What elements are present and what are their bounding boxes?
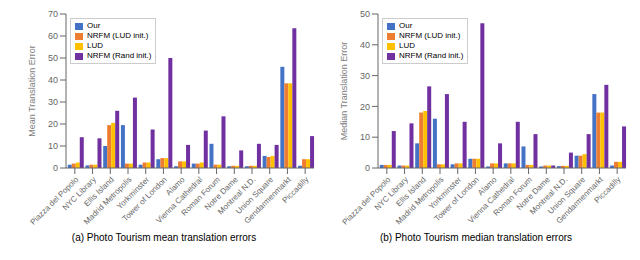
svg-text:Yorkminster: Yorkminster: [115, 175, 152, 212]
svg-text:Yorkminster: Yorkminster: [427, 175, 464, 212]
svg-text:Alamo: Alamo: [164, 175, 187, 198]
html-text:(a) Photo Tourism mean transla: (a) Photo Tourism mean translation error…: [71, 232, 257, 243]
svg-text:Vienna Cathedral: Vienna Cathedral: [466, 175, 517, 226]
svg-text:Alamo: Alamo: [476, 175, 499, 198]
svg-text:Median Translation Error: Median Translation Error: [339, 42, 349, 141]
svg-text:Ellis Island: Ellis Island: [82, 175, 116, 209]
svg-text:Madrid Metropolis: Madrid Metropolis: [82, 175, 134, 227]
html-text:Our: Our: [399, 21, 413, 30]
svg-text:Roman Forum: Roman Forum: [179, 175, 222, 218]
html-text:(b) Photo Tourism median trans: (b) Photo Tourism median translation err…: [379, 232, 573, 243]
svg-text:Piazza del Popolo: Piazza del Popolo: [340, 175, 393, 227]
html-text:NRFM (LUD init.): NRFM (LUD init.): [87, 31, 149, 40]
svg-text:NYC Library: NYC Library: [60, 175, 98, 213]
html-text:Our: Our: [87, 21, 101, 30]
svg-text:50: 50: [360, 9, 370, 19]
svg-text:0: 0: [365, 163, 370, 173]
svg-text:20: 20: [360, 102, 370, 112]
svg-text:0: 0: [53, 163, 58, 173]
html-text:NRFM (Rand init.): NRFM (Rand init.): [399, 51, 464, 60]
svg-text:Montreal N.D.: Montreal N.D.: [216, 175, 258, 217]
svg-text:30: 30: [48, 97, 58, 107]
svg-text:Vienna Cathedral: Vienna Cathedral: [154, 175, 205, 226]
svg-text:Mean Translation Error: Mean Translation Error: [27, 45, 37, 137]
svg-text:Piccadilly: Piccadilly: [281, 175, 311, 205]
html-text:LUD: LUD: [87, 41, 103, 50]
svg-text:Union Square: Union Square: [234, 175, 276, 216]
svg-text:50: 50: [48, 53, 58, 63]
svg-text:10: 10: [48, 141, 58, 151]
svg-text:Piazza del Popolo: Piazza del Popolo: [28, 175, 81, 227]
svg-text:Gendarmenmarkt: Gendarmenmarkt: [242, 175, 293, 226]
svg-text:Montreal N.D.: Montreal N.D.: [528, 175, 570, 217]
svg-text:NYC Library: NYC Library: [372, 175, 410, 213]
svg-text:Ellis Island: Ellis Island: [394, 175, 428, 209]
svg-text:Union Square: Union Square: [546, 175, 588, 216]
svg-text:60: 60: [48, 31, 58, 41]
svg-text:Notre Dame: Notre Dame: [514, 175, 552, 212]
svg-text:Piccadilly: Piccadilly: [593, 175, 623, 205]
svg-text:70: 70: [48, 9, 58, 19]
svg-text:Roman Forum: Roman Forum: [491, 175, 534, 218]
svg-text:Madrid Metropolis: Madrid Metropolis: [394, 175, 446, 227]
svg-text:Gendarmenmarkt: Gendarmenmarkt: [554, 175, 605, 226]
svg-text:40: 40: [48, 75, 58, 85]
svg-text:20: 20: [48, 119, 58, 129]
svg-text:Notre Dame: Notre Dame: [202, 175, 240, 212]
svg-text:10: 10: [360, 132, 370, 142]
html-text:LUD: LUD: [399, 41, 415, 50]
html-text:NRFM (LUD init.): NRFM (LUD init.): [399, 31, 461, 40]
html-text:NRFM (Rand init.): NRFM (Rand init.): [87, 51, 152, 60]
svg-text:30: 30: [360, 71, 370, 81]
svg-text:Tower of London: Tower of London: [120, 175, 169, 224]
svg-text:40: 40: [360, 40, 370, 50]
svg-text:Tower of London: Tower of London: [432, 175, 481, 224]
